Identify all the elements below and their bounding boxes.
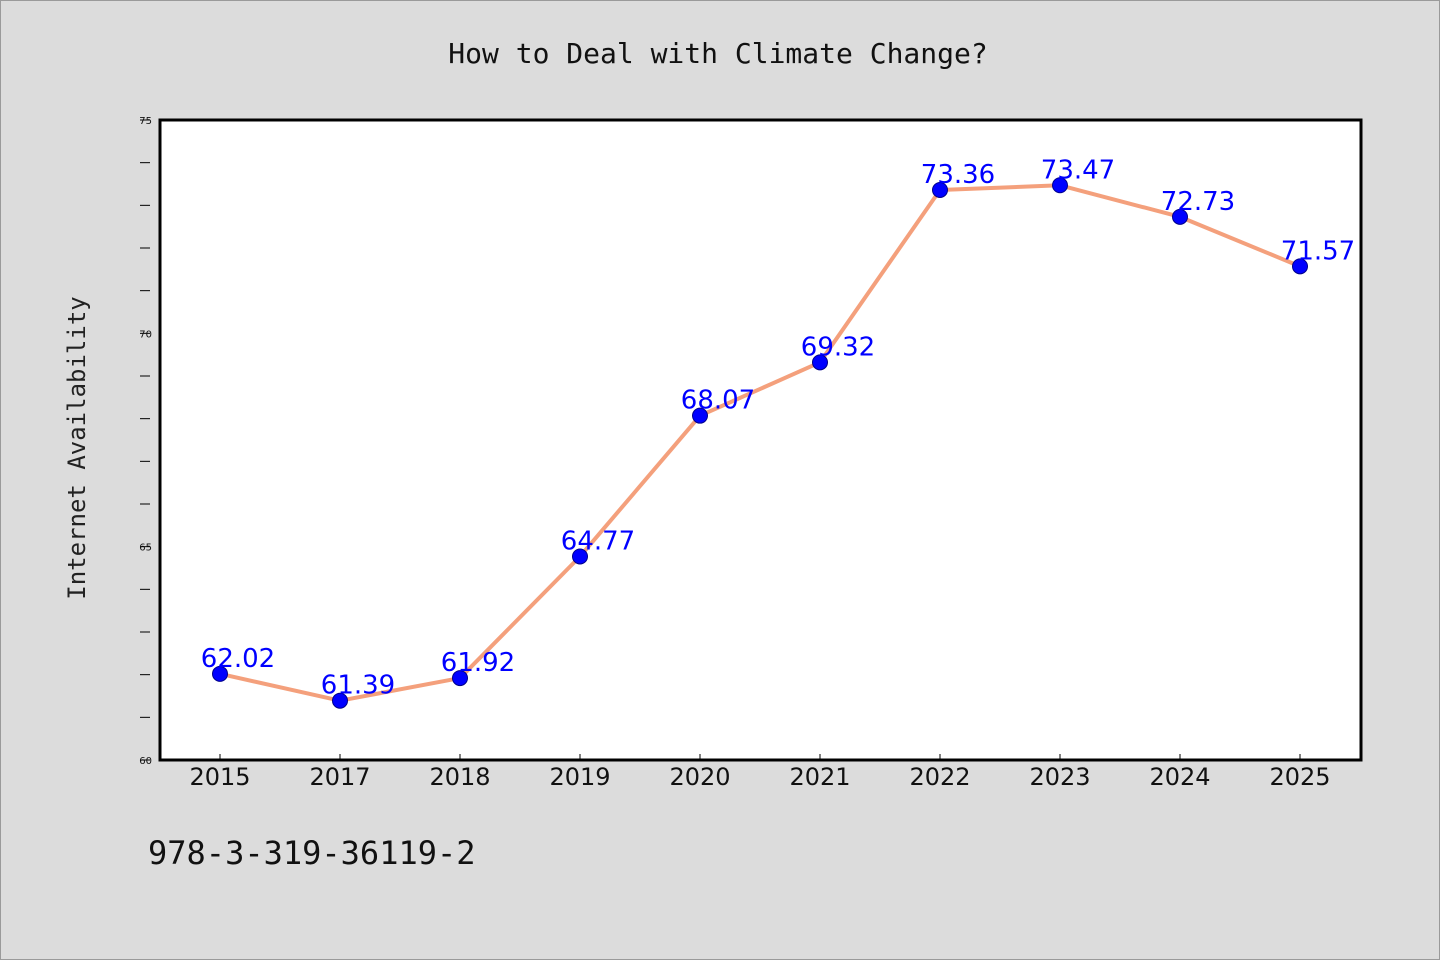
x-axis: 2015 2017 2018 2019 2020 2021 2022 2023 2024 2025 — [189, 754, 1331, 791]
data-label: 69.32 — [801, 332, 875, 362]
data-point — [332, 692, 348, 709]
data-label: 73.47 — [1041, 155, 1115, 185]
y-tick-label: 70 — [139, 329, 152, 340]
data-point — [212, 665, 228, 682]
y-tick-label: 65 — [139, 543, 152, 554]
data-label: 71.57 — [1281, 236, 1355, 266]
x-tick-label: 2017 — [309, 763, 370, 791]
x-tick-label: 2022 — [909, 763, 970, 791]
data-point — [1052, 177, 1068, 194]
data-label: 61.39 — [321, 671, 395, 701]
y-tick-label: 75 — [139, 116, 152, 127]
x-tick-label: 2023 — [1029, 763, 1090, 791]
data-label: 61.92 — [441, 648, 515, 678]
x-tick-label: 2018 — [429, 763, 490, 791]
x-tick-label: 2019 — [549, 763, 610, 791]
data-label: 64.77 — [561, 526, 635, 556]
plot-border — [158, 118, 1363, 762]
chart-title: How to Deal with Climate Change? — [448, 37, 987, 70]
data-point — [572, 548, 588, 565]
y-tick-label: 60 — [139, 756, 152, 767]
y-axis-label: Internet Availability — [63, 296, 91, 599]
x-tick-label: 2015 — [189, 763, 250, 791]
data-point — [932, 181, 948, 198]
data-point — [692, 407, 708, 424]
x-tick-label: 2021 — [789, 763, 850, 791]
data-labels: 62.02 61.39 61.92 64.77 68.07 69.32 73.36 73.47… — [201, 155, 1355, 700]
x-tick-label: 2020 — [669, 763, 730, 791]
y-axis: 60 65 70 75 — [139, 116, 152, 767]
footer-identifier: 978-3-319-36119-2 — [148, 834, 476, 872]
x-tick-label: 2024 — [1149, 763, 1210, 791]
data-point — [1292, 258, 1308, 275]
data-label: 62.02 — [201, 644, 275, 674]
data-point — [812, 354, 828, 371]
data-point — [1172, 208, 1188, 225]
data-label: 73.36 — [921, 160, 995, 190]
series-line — [218, 183, 1302, 703]
data-label: 72.73 — [1161, 187, 1235, 217]
series-layer — [212, 177, 1308, 709]
x-tick-label: 2025 — [1269, 763, 1330, 791]
plot-area — [160, 120, 1361, 760]
data-point — [452, 670, 468, 687]
data-label: 68.07 — [681, 386, 755, 416]
